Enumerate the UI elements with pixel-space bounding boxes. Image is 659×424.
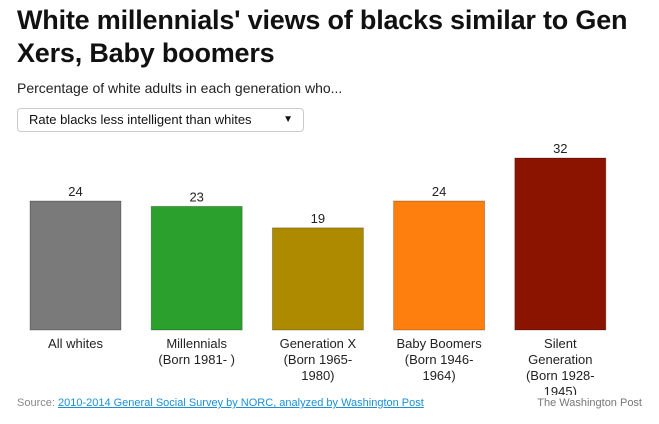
category-label: 1945) bbox=[544, 384, 577, 395]
category-label: (Born 1965- bbox=[284, 352, 353, 367]
category-label: All whites bbox=[48, 336, 103, 351]
category-label: Generation bbox=[528, 352, 592, 367]
source-link[interactable]: 2010-2014 General Social Survey by NORC,… bbox=[57, 397, 424, 409]
category-label: (Born 1946- bbox=[405, 352, 474, 367]
category-label: 1980) bbox=[301, 368, 334, 383]
category-label: (Born 1981- ) bbox=[158, 352, 235, 367]
category-label: Baby Boomers bbox=[396, 336, 482, 351]
bar bbox=[514, 157, 607, 331]
question-dropdown[interactable]: Rate blacks less intelligent than whites… bbox=[17, 108, 304, 132]
bar bbox=[29, 200, 122, 331]
bar bbox=[393, 200, 486, 331]
category-label: Silent bbox=[544, 336, 577, 351]
data-label: 24 bbox=[68, 184, 82, 199]
category-label: (Born 1928- bbox=[526, 368, 595, 383]
source-prefix: Source: bbox=[17, 397, 58, 409]
bar bbox=[150, 205, 243, 331]
data-label: 23 bbox=[189, 189, 203, 204]
bar bbox=[271, 227, 364, 331]
source-line: Source: 2010-2014 General Social Survey … bbox=[17, 397, 424, 409]
category-label: Millennials bbox=[166, 336, 227, 351]
data-label: 32 bbox=[553, 141, 567, 156]
credit: The Washington Post bbox=[537, 397, 642, 409]
data-label: 19 bbox=[311, 211, 325, 226]
caret-down-icon: ▼ bbox=[283, 114, 293, 125]
category-label: Generation X bbox=[280, 336, 357, 351]
category-label: 1964) bbox=[422, 368, 455, 383]
chart-title: White millennials' views of blacks simil… bbox=[17, 5, 628, 68]
chart-subtitle: Percentage of white adults in each gener… bbox=[17, 80, 343, 96]
bar-chart: 24 All whites 23 Millennials(Born 1981- ) 19… bbox=[29, 141, 607, 395]
dropdown-selected-value: Rate blacks less intelligent than whites bbox=[29, 112, 252, 127]
data-label: 24 bbox=[432, 184, 446, 199]
